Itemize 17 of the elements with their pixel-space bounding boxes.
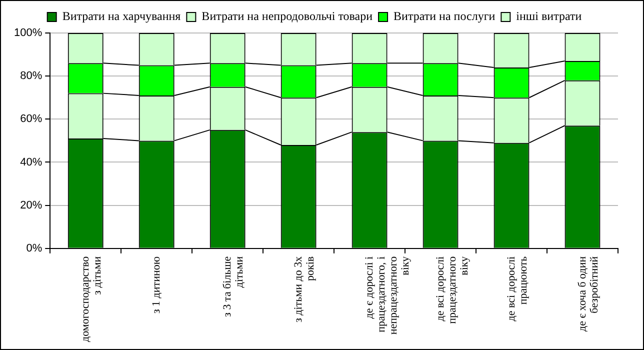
x-tick-label: з 3 та більше дітьми: [221, 256, 246, 317]
y-tick-label: 60%: [20, 113, 42, 126]
legend-label: Витрати на харчування: [62, 9, 182, 24]
y-tick-label: 0%: [26, 242, 42, 254]
x-tick-label: домогосподарство з дітьми: [80, 256, 104, 342]
x-tick-label: де є дорослі і працездатного, і непрацездатного віку: [363, 256, 412, 335]
x-tick-label: з 1 дитиною: [150, 256, 162, 314]
y-tick-label: 80%: [20, 70, 42, 82]
y-tick-label: 100%: [14, 27, 42, 40]
legend-label: Витрати на непродовольчі товари: [202, 9, 374, 24]
y-tick-label: 40%: [20, 156, 42, 168]
x-tick-label: де є хоча б один безробітний: [576, 256, 600, 332]
legend-label: Витрати на послуги: [394, 9, 496, 24]
y-tick-label: 20%: [20, 199, 42, 212]
x-tick-label: з дітьми до 3х років: [292, 256, 317, 322]
legend-label: інші витрати: [516, 9, 582, 24]
x-tick-label: де всі дорослі працездатного віку: [434, 256, 471, 324]
